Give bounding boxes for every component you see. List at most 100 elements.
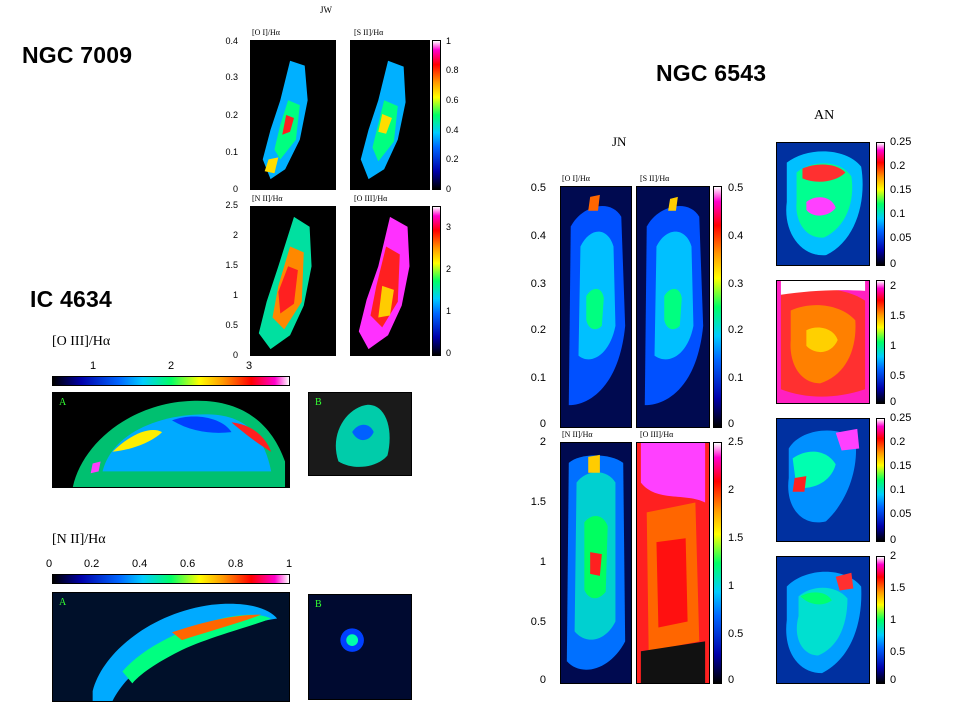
ngc6543-panel-label-sii: [S II]/Hα — [640, 174, 670, 183]
ic4634-oiii-label: [O III]/Hα — [52, 334, 111, 349]
tick: 2 — [446, 264, 452, 274]
tick: 0 — [232, 184, 238, 194]
ngc7009-axis-top-right: 1 0.8 0.6 0.4 0.2 0 — [446, 36, 468, 194]
tick: 0.2 — [530, 324, 546, 336]
ngc6543-colorbar-top — [713, 186, 722, 428]
tick: 0 — [46, 558, 53, 570]
tick: 0.15 — [890, 460, 912, 472]
ngc6543-an-map-1 — [776, 142, 870, 266]
ngc6543-panel-label-oiii: [O III]/Hα — [640, 430, 674, 439]
title-ngc6543: NGC 6543 — [656, 60, 767, 86]
tick: 2 — [539, 436, 546, 448]
title-ngc7009: NGC 7009 — [22, 42, 133, 68]
tick: 0.5 — [728, 628, 744, 640]
ngc7009-panel-label-oiii: [O III]/Hα — [354, 194, 388, 203]
tick: 0.8 — [228, 558, 244, 570]
ngc7009-panel-label-oi: [O I]/Hα — [252, 28, 280, 37]
ngc6543-panel-label-nii: [N II]/Hα — [562, 430, 593, 439]
tick: 0.2 — [446, 154, 459, 164]
ngc7009-nii-map — [250, 206, 336, 356]
ngc6543-jn-label: JN — [612, 134, 627, 149]
ngc6543-sii-map — [636, 186, 710, 428]
tick: 2 — [890, 280, 897, 292]
tick: 1 — [286, 558, 293, 570]
ngc7009-oiii-map — [350, 206, 430, 356]
ic4634-nii-map-b: B — [308, 594, 412, 700]
tick: 2.5 — [225, 200, 238, 210]
tick: 0.05 — [890, 508, 912, 520]
tick: 0 — [890, 258, 897, 270]
ngc6543-an-colorbar-2 — [876, 280, 885, 404]
tick: 1 — [446, 36, 452, 46]
ic4634-nii-ticks: 0 0.2 0.4 0.6 0.8 1 — [46, 558, 302, 572]
ngc6543-an-map-4 — [776, 556, 870, 684]
ngc6543-an-axis-1: 0.25 0.2 0.15 0.1 0.05 0 — [890, 136, 924, 270]
ngc7009-panel-label-sii: [S II]/Hα — [354, 28, 384, 37]
tick: 0 — [232, 350, 238, 360]
tick: 0 — [446, 348, 452, 358]
ic4634-sub-label-b: B — [315, 397, 322, 408]
tick: 0.3 — [530, 278, 546, 290]
tick: 0.2 — [225, 110, 238, 120]
tick: 0.4 — [225, 36, 238, 46]
ic4634-nii-colorbar — [52, 574, 290, 584]
tick: 0 — [890, 674, 897, 686]
tick: 2 — [168, 360, 175, 372]
ngc6543-an-axis-3: 0.25 0.2 0.15 0.1 0.05 0 — [890, 412, 924, 546]
ngc7009-panel-label-nii: [N II]/Hα — [252, 194, 283, 203]
tick: 0.1 — [728, 372, 744, 384]
tick: 2 — [232, 230, 238, 240]
ic4634-sub-label-b2: B — [315, 599, 322, 610]
tick: 0.3 — [728, 278, 744, 290]
ngc6543-an-axis-2: 2 1.5 1 0.5 0 — [890, 280, 924, 410]
ngc7009-axis-top-left: 0.4 0.3 0.2 0.1 0 — [222, 36, 238, 194]
ngc6543-an-map-3 — [776, 418, 870, 542]
ngc6543-oi-map — [560, 186, 632, 428]
ic4634-oiii-map-a: A — [52, 392, 290, 488]
ngc6543-axis-bottom-left: 2 1.5 1 0.5 0 — [520, 436, 546, 688]
tick: 0.2 — [890, 160, 906, 172]
tick: 0.5 — [890, 646, 906, 658]
ngc7009-colorbar-bottom — [432, 206, 441, 356]
tick: 0.3 — [225, 72, 238, 82]
tick: 1 — [232, 290, 238, 300]
tick: 0 — [728, 674, 735, 686]
tick: 0.6 — [446, 95, 459, 105]
tick: 0.5 — [890, 370, 906, 382]
tick: 0 — [446, 184, 452, 194]
ic4634-oiii-ticks: 1 2 3 — [52, 360, 292, 374]
ngc6543-oiii-map — [636, 442, 710, 684]
tick: 0.5 — [225, 320, 238, 330]
tick: 2.5 — [728, 436, 744, 448]
tick: 0.5 — [530, 616, 546, 628]
tick: 0.05 — [890, 232, 912, 244]
tick: 0.5 — [530, 182, 546, 194]
ic4634-oiii-colorbar — [52, 376, 290, 386]
ic4634-sub-label-a2: A — [59, 597, 67, 608]
ngc7009-sii-map — [350, 40, 430, 190]
ic4634-oiii-map-b: B — [308, 392, 412, 476]
tick: 0.25 — [890, 136, 912, 148]
tick: 0 — [890, 396, 897, 408]
tick: 1 — [890, 340, 897, 352]
tick: 0.1 — [225, 147, 238, 157]
ngc7009-axis-bottom-right: 3 2 1 0 — [446, 214, 468, 358]
ngc7009-colorbar-top — [432, 40, 441, 190]
ngc6543-nii-map — [560, 442, 632, 684]
tick: 0 — [539, 418, 546, 430]
ngc6543-axis-top-left: 0.5 0.4 0.3 0.2 0.1 0 — [520, 182, 546, 432]
tick: 0.15 — [890, 184, 912, 196]
tick: 0.2 — [728, 324, 744, 336]
tick: 0.1 — [530, 372, 546, 384]
tick: 1 — [90, 360, 97, 372]
ic4634-nii-map-a: A — [52, 592, 290, 702]
tick: 0 — [539, 674, 546, 686]
ngc6543-panel-label-oi: [O I]/Hα — [562, 174, 590, 183]
tick: 1.5 — [890, 582, 906, 594]
tick: 1 — [446, 306, 452, 316]
tick: 0.2 — [890, 436, 906, 448]
tick: 0.4 — [446, 125, 459, 135]
tick: 1.5 — [225, 260, 238, 270]
ngc6543-an-colorbar-1 — [876, 142, 885, 266]
ngc6543-colorbar-bottom — [713, 442, 722, 684]
